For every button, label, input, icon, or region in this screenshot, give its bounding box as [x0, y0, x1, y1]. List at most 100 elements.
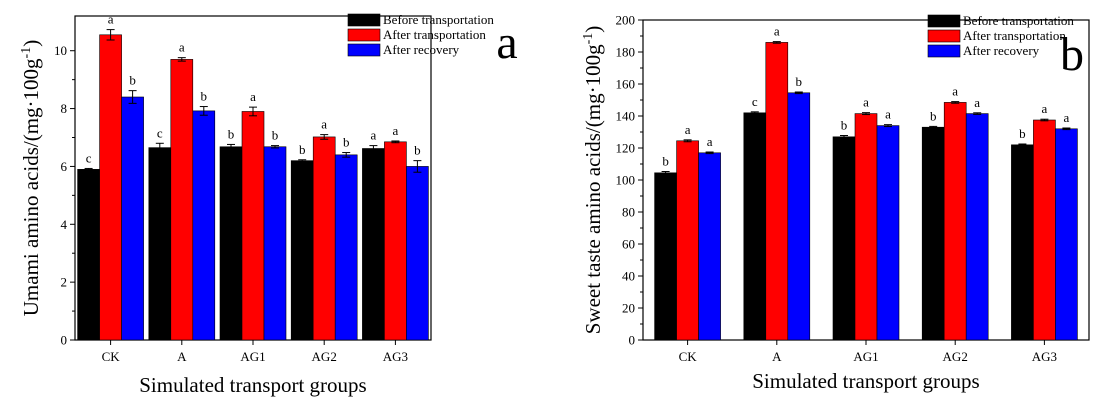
- x-tick-label: AG1: [240, 349, 265, 364]
- y-axis-label-end: ): [19, 40, 43, 47]
- legend-swatch: [927, 29, 961, 43]
- y-tick-label: 8: [61, 101, 68, 116]
- bar: [263, 146, 287, 341]
- significance-label: a: [371, 128, 377, 143]
- y-tick-label: 0: [61, 333, 68, 348]
- significance-label: a: [108, 12, 114, 27]
- y-axis-label-end: ): [581, 26, 605, 33]
- x-tick-label: AG1: [853, 349, 878, 364]
- panel-letter: b: [1060, 28, 1084, 81]
- significance-label: b: [1019, 126, 1026, 141]
- bar: [765, 42, 789, 341]
- bar: [384, 141, 407, 341]
- significance-label: a: [393, 123, 399, 138]
- x-axis-label: Simulated transport groups: [139, 373, 366, 397]
- y-tick-label: 200: [616, 13, 636, 28]
- legend-swatch: [927, 44, 961, 58]
- bar: [654, 172, 677, 341]
- y-axis-label-main: Sweet taste amino acids/(mg·100g: [581, 44, 605, 334]
- significance-label: c: [752, 94, 758, 109]
- y-axis-label-main: Umami amino acids/(mg·100g: [19, 58, 43, 316]
- significance-label: b: [930, 108, 937, 123]
- significance-label: a: [1064, 110, 1070, 125]
- y-tick-label: 180: [616, 45, 636, 60]
- bar: [787, 92, 811, 341]
- y-tick-label: 0: [629, 333, 636, 348]
- significance-label: b: [841, 118, 848, 133]
- significance-label: a: [774, 24, 780, 39]
- significance-label: a: [974, 95, 980, 110]
- significance-label: b: [796, 74, 803, 89]
- y-tick-label: 100: [616, 173, 636, 188]
- y-axis-label: Umami amino acids/(mg·100g-1): [19, 40, 43, 316]
- legend-swatch: [347, 43, 381, 57]
- x-tick-label: AG2: [312, 349, 337, 364]
- bar: [943, 102, 967, 341]
- significance-label: a: [1042, 101, 1048, 116]
- significance-label: a: [707, 134, 713, 149]
- x-tick-label: A: [177, 349, 187, 364]
- significance-label: a: [952, 84, 958, 99]
- y-tick-label: 60: [622, 237, 635, 252]
- y-axis-label-superscript: -1: [581, 33, 596, 45]
- significance-label: a: [250, 89, 256, 104]
- chart-panel-b: 020406080100120140160180200CKbaaAcabAG1b…: [581, 13, 1090, 393]
- y-tick-label: 10: [54, 43, 67, 58]
- bar: [921, 126, 945, 341]
- bar: [334, 154, 358, 341]
- y-tick-label: 20: [622, 301, 635, 316]
- bar: [876, 125, 900, 341]
- y-tick-label: 4: [61, 217, 68, 232]
- significance-label: a: [685, 122, 691, 137]
- legend-entry: After recovery: [963, 43, 1040, 58]
- significance-label: a: [321, 117, 327, 132]
- y-axis-label: Sweet taste amino acids/(mg·100g-1): [581, 26, 605, 335]
- bar: [99, 34, 122, 341]
- y-axis-label-superscript: -1: [19, 47, 34, 59]
- bar: [1055, 128, 1078, 341]
- x-tick-label: CK: [679, 349, 698, 364]
- x-tick-label: AG3: [1032, 349, 1057, 364]
- bar: [312, 136, 336, 341]
- significance-label: b: [272, 128, 279, 143]
- x-tick-label: CK: [102, 349, 121, 364]
- significance-label: b: [414, 143, 421, 158]
- significance-label: c: [86, 150, 92, 165]
- bar: [698, 152, 721, 341]
- bar: [854, 113, 878, 341]
- y-tick-label: 140: [616, 109, 636, 124]
- bar: [965, 113, 989, 341]
- bar: [406, 166, 429, 341]
- x-axis-label: Simulated transport groups: [752, 369, 979, 393]
- bar: [676, 140, 699, 341]
- legend-entry: After recovery: [383, 42, 460, 57]
- y-tick-label: 6: [61, 159, 68, 174]
- significance-label: a: [179, 40, 185, 55]
- legend-swatch: [347, 13, 381, 27]
- legend-entry: After transportation: [963, 28, 1066, 43]
- bar: [362, 148, 385, 341]
- significance-label: b: [299, 142, 306, 157]
- bar: [121, 96, 144, 341]
- legend-swatch: [927, 14, 961, 28]
- bar: [832, 136, 856, 341]
- bar: [219, 146, 243, 341]
- y-tick-label: 40: [622, 269, 635, 284]
- significance-label: b: [228, 126, 235, 141]
- bar: [170, 59, 194, 341]
- significance-label: b: [662, 154, 669, 169]
- bar: [743, 112, 767, 341]
- significance-label: b: [343, 135, 350, 150]
- legend-entry: After transportation: [383, 27, 486, 42]
- significance-label: c: [157, 125, 163, 140]
- bar: [192, 110, 216, 341]
- y-tick-label: 80: [622, 205, 635, 220]
- bar: [1011, 144, 1034, 341]
- significance-label: a: [885, 107, 891, 122]
- legend-entry: Before transportation: [963, 13, 1074, 28]
- panel-letter: a: [496, 16, 517, 69]
